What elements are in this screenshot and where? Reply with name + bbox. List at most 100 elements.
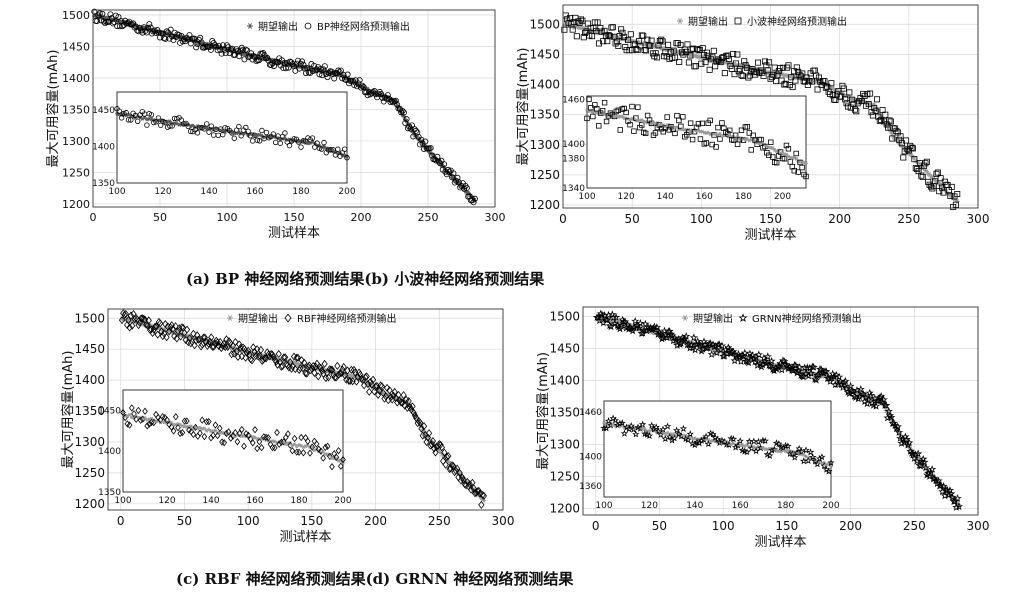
predicted-point: [899, 438, 909, 446]
predicted-point: [301, 65, 308, 72]
predicted-point: [282, 65, 289, 72]
predicted-point: [631, 316, 640, 325]
inset-predicted-point: [252, 426, 258, 434]
predicted-point: [451, 179, 458, 186]
inset-expected-point: [231, 431, 235, 436]
predicted-point: [454, 464, 461, 473]
predicted-point: [159, 332, 166, 341]
predicted-point: [856, 385, 865, 393]
predicted-point: [386, 386, 393, 395]
predicted-point: [339, 75, 346, 82]
predicted-point: [707, 350, 716, 358]
predicted-point: [450, 461, 457, 471]
predicted-point: [932, 178, 939, 185]
predicted-point: [221, 46, 228, 53]
predicted-point: [897, 439, 906, 447]
predicted-point: [357, 370, 364, 379]
plot-frame: [582, 306, 979, 516]
inset-predicted-point: [672, 130, 678, 137]
legend-predicted-marker: [738, 313, 748, 322]
inset-x-tick-label: 200: [822, 501, 839, 511]
predicted-point: [479, 490, 486, 499]
inset-predicted-point: [197, 429, 203, 437]
inset-predicted-point: [795, 169, 801, 175]
inset-predicted-point: [263, 433, 269, 441]
predicted-point: [273, 357, 280, 366]
inset-predicted-point: [329, 463, 335, 471]
inset-predicted-point: [344, 155, 350, 161]
predicted-point: [307, 366, 314, 375]
predicted-point: [250, 53, 257, 60]
inset-predicted-point: [702, 432, 710, 440]
inset-x-tick-label: 200: [338, 187, 355, 197]
predicted-point: [410, 408, 417, 418]
predicted-point: [364, 380, 372, 389]
predicted-point: [612, 313, 621, 321]
predicted-point: [206, 43, 213, 50]
inset-predicted-point: [599, 108, 606, 114]
inset-predicted-point: [172, 413, 179, 421]
predicted-point: [814, 86, 821, 93]
inset-predicted-point: [178, 117, 185, 123]
predicted-point: [774, 71, 781, 78]
predicted-point: [418, 424, 425, 433]
inset-x-tick-label: 140: [200, 187, 217, 197]
predicted-point: [253, 58, 260, 65]
predicted-point: [213, 43, 220, 50]
inset-x-tick-label: 120: [154, 187, 171, 197]
inset-predicted-point: [613, 421, 622, 429]
inset-x-tick-label: 140: [657, 192, 674, 202]
inset-expected-point: [253, 133, 257, 138]
predicted-point: [886, 117, 893, 124]
predicted-point: [345, 376, 352, 385]
inset-predicted-point: [210, 431, 217, 440]
inset-predicted-point: [183, 417, 190, 425]
predicted-point: [339, 365, 346, 374]
y-tick-label: 1450: [549, 342, 580, 356]
inset-frame: [603, 400, 832, 498]
inset-predicted-point: [333, 453, 340, 461]
x-tick-label: 0: [90, 211, 97, 224]
inset-predicted-point: [190, 430, 197, 439]
inset-predicted-point: [142, 407, 148, 415]
x-tick-label: 300: [967, 519, 990, 533]
inset-predicted-point: [118, 115, 125, 121]
predicted-point: [387, 393, 394, 402]
inset-predicted-point: [770, 154, 776, 160]
predicted-point: [369, 375, 377, 384]
predicted-point: [846, 381, 855, 390]
predicted-point: [637, 43, 644, 50]
inset-predicted-point: [815, 454, 824, 462]
predicted-point: [744, 358, 753, 367]
predicted-point: [685, 59, 692, 66]
inset-predicted-point: [238, 425, 245, 434]
x-tick-label: 50: [153, 211, 167, 224]
inset-predicted-point: [738, 127, 745, 133]
predicted-point: [126, 323, 133, 332]
predicted-point: [607, 33, 614, 40]
predicted-point: [908, 144, 915, 151]
inset-predicted-point: [679, 424, 688, 432]
predicted-point: [356, 77, 363, 84]
y-tick-label: 1250: [549, 470, 580, 484]
inset-predicted-point: [768, 139, 774, 145]
predicted-point: [831, 380, 840, 389]
predicted-point: [670, 47, 677, 54]
predicted-point: [245, 346, 252, 355]
inset-predicted-point: [684, 435, 692, 444]
x-tick-label: 250: [418, 211, 439, 224]
predicted-point: [945, 486, 955, 494]
inset-predicted-point: [732, 132, 739, 139]
inset-x-tick-label: 120: [618, 192, 635, 202]
inset-predicted-point: [691, 441, 699, 449]
inset-predicted-point: [680, 114, 686, 120]
predicted-point: [760, 72, 767, 79]
predicted-point: [401, 401, 408, 410]
predicted-point: [676, 58, 683, 65]
predicted-point: [817, 365, 826, 374]
predicted-point: [420, 422, 428, 431]
predicted-point: [392, 97, 399, 104]
inset-predicted-point: [803, 173, 809, 180]
inset-predicted-point: [629, 103, 635, 110]
